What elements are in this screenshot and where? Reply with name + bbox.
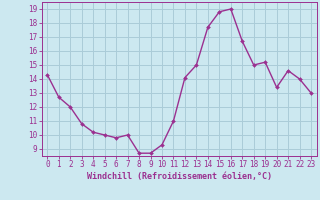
X-axis label: Windchill (Refroidissement éolien,°C): Windchill (Refroidissement éolien,°C) (87, 172, 272, 181)
